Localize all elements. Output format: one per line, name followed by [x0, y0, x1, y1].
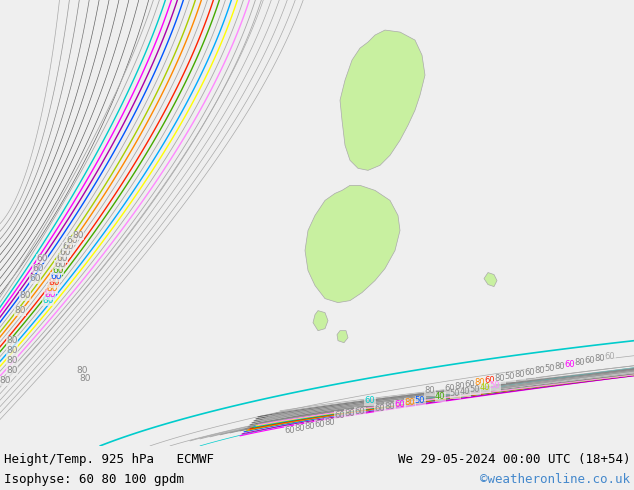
Text: 80: 80	[534, 366, 545, 375]
Text: 50: 50	[505, 372, 515, 381]
Text: 60: 60	[285, 426, 295, 436]
Text: 80: 80	[6, 356, 18, 365]
Text: 80: 80	[42, 296, 54, 305]
Text: 40: 40	[435, 392, 445, 401]
Text: 80: 80	[495, 374, 505, 383]
Text: We 29-05-2024 00:00 UTC (18+54): We 29-05-2024 00:00 UTC (18+54)	[398, 453, 630, 466]
Text: 80: 80	[574, 358, 585, 367]
Polygon shape	[305, 185, 400, 303]
Text: 60: 60	[585, 356, 595, 365]
Text: 60: 60	[525, 368, 535, 377]
Polygon shape	[313, 311, 328, 331]
Text: 80: 80	[6, 346, 18, 355]
Text: 60: 60	[50, 272, 61, 281]
Text: 80: 80	[0, 376, 11, 385]
Text: 50: 50	[489, 381, 500, 390]
Text: 60: 60	[375, 404, 385, 414]
Text: Isophyse: 60 80 100 gpdm: Isophyse: 60 80 100 gpdm	[4, 473, 184, 487]
Text: 60: 60	[444, 384, 455, 393]
Text: 50: 50	[545, 364, 555, 373]
Text: 60: 60	[66, 236, 78, 245]
Text: 80: 80	[19, 291, 31, 300]
Text: 80: 80	[6, 366, 18, 375]
Text: 60: 60	[395, 400, 405, 409]
Text: 80: 80	[595, 354, 605, 363]
Text: 60: 60	[32, 264, 44, 273]
Text: 80: 80	[14, 306, 26, 315]
Text: 80: 80	[455, 382, 465, 392]
Text: 80: 80	[425, 386, 436, 395]
Text: 60: 60	[465, 380, 476, 389]
Text: 50: 50	[450, 389, 460, 398]
Text: 60: 60	[36, 254, 48, 263]
Text: 60: 60	[365, 396, 375, 405]
Text: 80: 80	[305, 422, 315, 431]
Text: 60: 60	[52, 266, 64, 275]
Polygon shape	[337, 331, 348, 343]
Text: 60: 60	[314, 420, 325, 429]
Text: 50: 50	[470, 385, 480, 394]
Text: 80: 80	[515, 370, 526, 379]
Text: 60: 60	[335, 411, 346, 420]
Text: 80: 80	[475, 378, 485, 387]
Text: 80: 80	[72, 231, 84, 240]
Text: 40: 40	[460, 387, 470, 396]
Text: 60: 60	[62, 242, 74, 251]
Polygon shape	[484, 272, 497, 287]
Text: 80: 80	[295, 424, 306, 433]
Text: 80: 80	[46, 284, 58, 293]
Text: 80: 80	[345, 409, 355, 418]
Text: 80: 80	[79, 374, 91, 383]
Text: 60: 60	[354, 407, 365, 416]
Text: 80: 80	[76, 366, 87, 375]
Text: Height/Temp. 925 hPa   ECMWF: Height/Temp. 925 hPa ECMWF	[4, 453, 214, 466]
Text: 60: 60	[55, 260, 66, 269]
Text: 60: 60	[605, 352, 616, 361]
Text: 60: 60	[29, 274, 41, 283]
Text: 80: 80	[404, 398, 415, 407]
Text: ©weatheronline.co.uk: ©weatheronline.co.uk	[480, 473, 630, 487]
Text: 60: 60	[59, 248, 71, 257]
Text: 80: 80	[48, 278, 60, 287]
Text: 80: 80	[385, 402, 396, 411]
Text: 80: 80	[6, 336, 18, 345]
Text: 80: 80	[555, 362, 566, 371]
Text: 80: 80	[44, 290, 56, 299]
Text: 50: 50	[415, 396, 425, 405]
Text: 60: 60	[56, 254, 68, 263]
Polygon shape	[340, 30, 425, 171]
Text: 60: 60	[484, 376, 495, 385]
Text: 60: 60	[565, 360, 575, 369]
Text: 40: 40	[480, 383, 490, 392]
Text: 80: 80	[325, 418, 335, 427]
